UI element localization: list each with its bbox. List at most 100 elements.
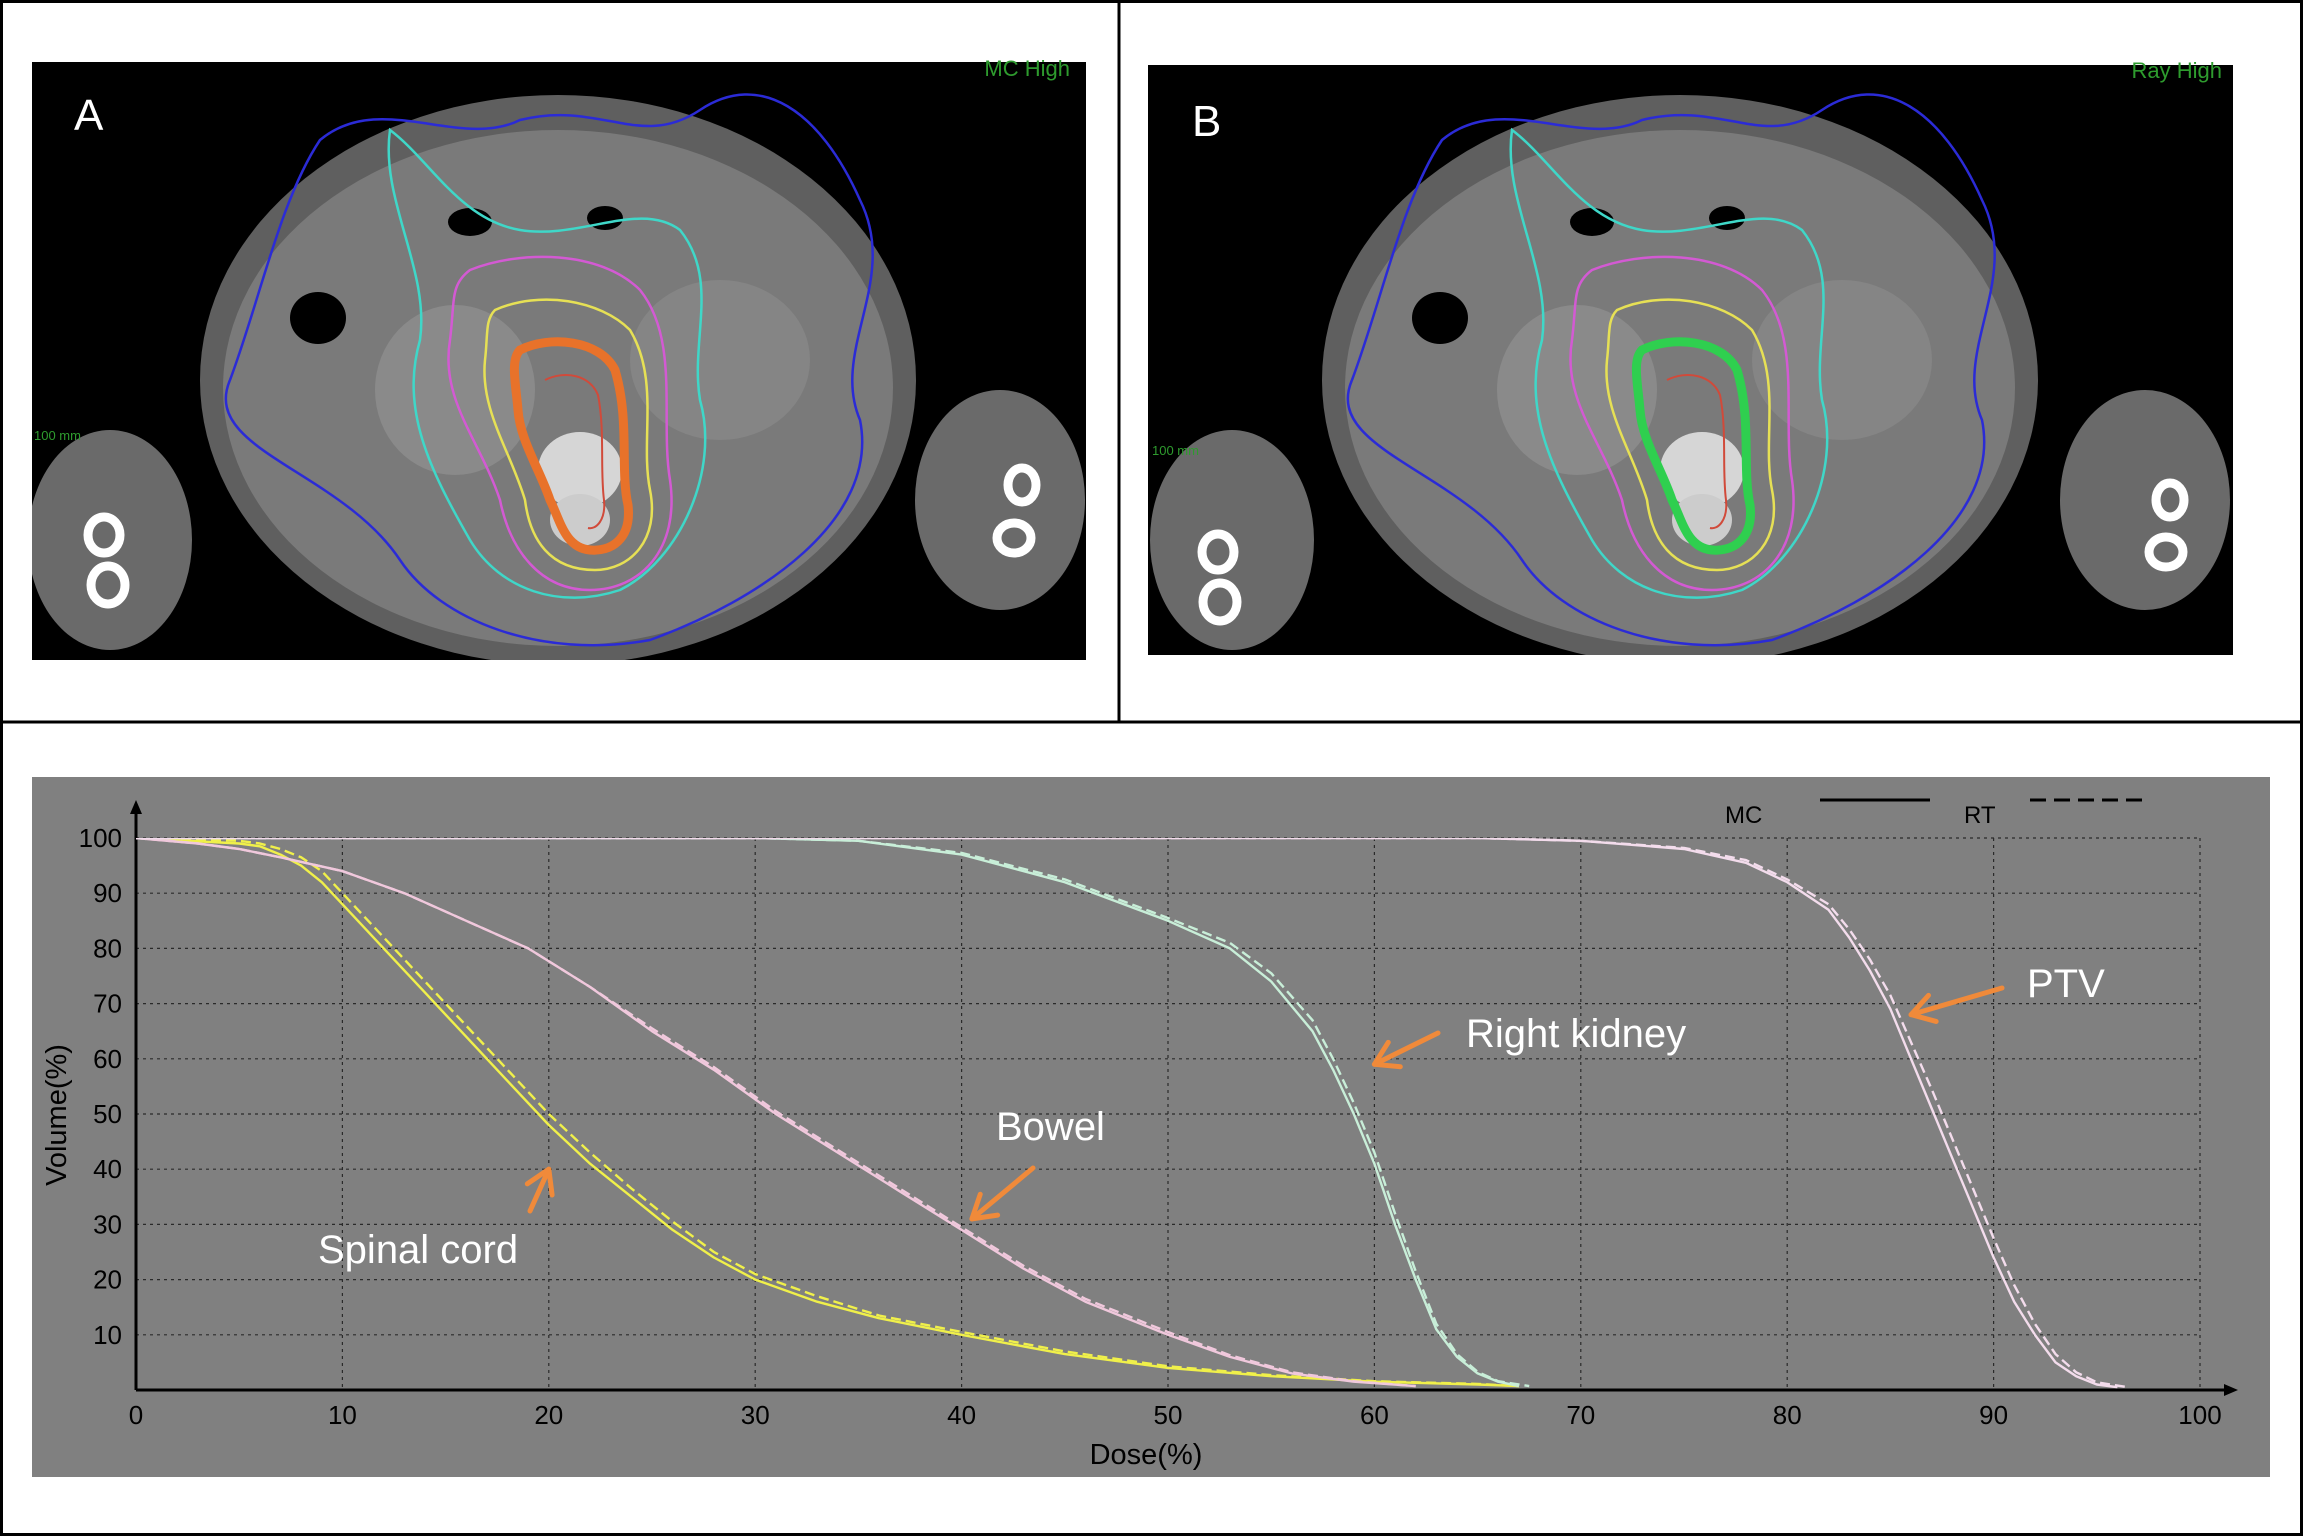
annotation-arrow-head: [524, 1166, 555, 1198]
bowel-region: [630, 280, 810, 440]
arm-bone: [2144, 532, 2188, 572]
air-pocket: [448, 208, 492, 236]
y-tick-label: 70: [93, 989, 122, 1019]
chart-series: [136, 838, 2128, 1389]
y-tick-label: 50: [93, 1099, 122, 1129]
vertebra: [538, 432, 622, 508]
bowel-region: [1752, 280, 1932, 440]
arm-bone: [83, 512, 125, 558]
right-arm: [32, 430, 192, 650]
annotation-arrow-head: [1371, 1039, 1403, 1070]
annotation-arrow-shaft: [1908, 985, 2005, 1018]
liver-region: [1497, 305, 1657, 475]
y-tick-label: 90: [93, 878, 122, 908]
series-line-ptv-rt: [136, 838, 2128, 1389]
arm-bone: [1003, 463, 1041, 507]
arm-bone: [992, 518, 1036, 558]
chart-axes: [130, 800, 2238, 1396]
annotation-arrow-head: [969, 1191, 1001, 1222]
panel-letter-b: B: [1192, 97, 1221, 146]
dvh-chart: 0 10 20 30 40 50 60 70 80 90 100 10 20 30 40 50 60 70 80 90…: [32, 777, 2270, 1477]
y-tick-label: 20: [93, 1265, 122, 1295]
legend-label-rt: RT: [1964, 802, 1996, 829]
ct-scan-a: [32, 93, 1085, 660]
isodose-yellow: [483, 298, 654, 572]
series-line-spinal-cord-mc: [136, 838, 1519, 1388]
body-interior: [1345, 130, 2015, 646]
left-arm: [2060, 390, 2230, 610]
ct-panel-a: A MC High 100 mm: [32, 56, 1086, 660]
arm-bone: [86, 561, 130, 609]
x-tick-label: 70: [1566, 1400, 1595, 1430]
isodose-inner-red: [544, 374, 606, 530]
series-line-right-kidney-mc: [136, 838, 1520, 1388]
y-tick-label: 60: [93, 1044, 122, 1074]
series-line-right-kidney-rt: [136, 838, 1530, 1388]
ptv-isodose-target: [509, 337, 633, 555]
annotation-arrow-shaft: [527, 1166, 552, 1214]
scale-label-a: 100 mm: [34, 428, 81, 443]
panel-letter-a: A: [74, 91, 104, 140]
x-tick-label: 0: [129, 1400, 143, 1430]
isodose-blue: [1346, 93, 1996, 647]
y-tick-label: 40: [93, 1154, 122, 1184]
arm-bone: [1198, 578, 1242, 626]
isodose-magenta: [447, 255, 673, 592]
isodose-inner-red: [1666, 374, 1728, 530]
series-line-bowel-mc: [136, 838, 1416, 1388]
air-pocket: [1412, 292, 1468, 344]
dose-algorithm-label-b: Ray High: [2132, 58, 2222, 83]
isodose-cyan: [387, 127, 707, 599]
isodose-yellow: [1605, 298, 1776, 572]
body-interior: [223, 130, 893, 646]
ptv-isodose-target: [1631, 337, 1755, 555]
x-axis-arrowhead: [2224, 1384, 2238, 1396]
y-tick-label: 30: [93, 1209, 122, 1239]
chart-annotations: Spinal cord Bowel Right kidney PTV: [318, 962, 2105, 1272]
vertebra: [1660, 432, 1744, 508]
x-tick-label: 90: [1979, 1400, 2008, 1430]
chart-legend: MC RT: [1725, 798, 2150, 829]
chart-background: [32, 777, 2270, 1477]
x-tick-label: 50: [1154, 1400, 1183, 1430]
chart-grid: [136, 837, 2201, 1390]
y-axis-arrowhead: [130, 800, 142, 814]
x-tick-label: 30: [741, 1400, 770, 1430]
scale-label-b: 100 mm: [1152, 443, 1199, 458]
isodose-magenta: [1569, 255, 1795, 592]
x-tick-label: 60: [1360, 1400, 1389, 1430]
series-line-bowel-rt: [136, 838, 1416, 1388]
series-line-spinal-cord-rt: [136, 838, 1519, 1388]
liver-region: [375, 305, 535, 475]
air-pocket: [1570, 208, 1614, 236]
y-tick-label: 10: [93, 1320, 122, 1350]
x-axis-title: Dose(%): [1090, 1439, 1203, 1471]
isodose-cyan: [1509, 127, 1829, 599]
y-tick-label: 100: [79, 823, 122, 853]
x-tick-label: 80: [1773, 1400, 1802, 1430]
dose-algorithm-label-a: MC High: [984, 56, 1070, 81]
x-tick-label: 100: [2178, 1400, 2221, 1430]
annotation-spinal-cord: Spinal cord: [318, 1228, 518, 1272]
arm-bone: [1197, 529, 1239, 575]
annotation-arrow-shaft: [969, 1165, 1036, 1222]
annotation-ptv: PTV: [2027, 962, 2105, 1006]
x-tick-label: 40: [947, 1400, 976, 1430]
annotation-bowel: Bowel: [996, 1105, 1105, 1149]
y-tick-label: 80: [93, 933, 122, 963]
arm-bone: [2151, 478, 2189, 522]
annotation-arrow-head: [1908, 992, 1939, 1024]
isodose-blue: [224, 93, 874, 647]
left-arm: [915, 390, 1085, 610]
legend-label-mc: MC: [1725, 802, 1762, 829]
annotation-arrow-shaft: [1371, 1030, 1441, 1067]
series-line-ptv-mc: [136, 838, 2118, 1389]
ct-scan-b: [1150, 93, 2230, 655]
annotation-right-kidney: Right kidney: [1466, 1012, 1686, 1056]
chart-tick-labels: 0 10 20 30 40 50 60 70 80 90 100 10 20 30 40 50 60 70 80 90…: [79, 823, 2222, 1430]
y-axis-title: Volume(%): [41, 1044, 73, 1186]
x-tick-label: 10: [328, 1400, 357, 1430]
air-pocket: [290, 292, 346, 344]
ct-panel-b: B Ray High 100 mm: [1148, 58, 2233, 655]
